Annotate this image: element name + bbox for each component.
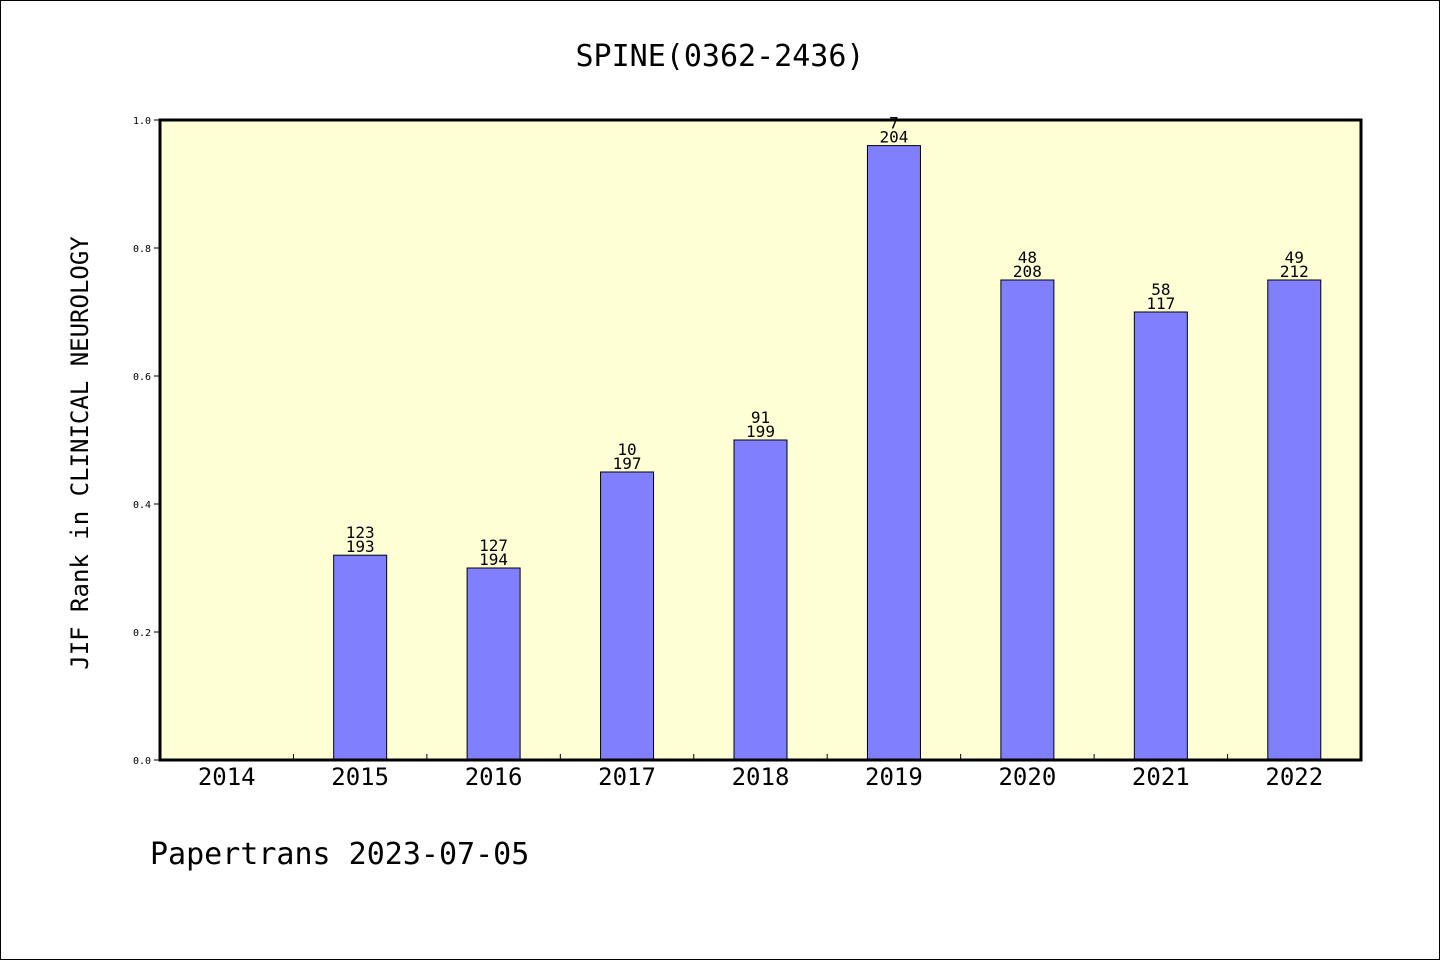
bar-label-total-2016: 194 xyxy=(479,550,508,569)
bar-label-total-2020: 208 xyxy=(1013,262,1042,281)
x-tick-label-2015: 2015 xyxy=(331,763,389,791)
bar-label-rank-2020: 48 xyxy=(1018,248,1037,267)
bar-label-rank-2018: 91 xyxy=(751,408,770,427)
bar-label-rank-2016: 127 xyxy=(479,536,508,555)
bar-label-total-2017: 197 xyxy=(613,454,642,473)
chart-title: SPINE(0362-2436) xyxy=(576,39,865,74)
bar-2015 xyxy=(333,554,388,761)
bar-label-rank-2019: 7 xyxy=(889,114,899,133)
y-tick-label: 0.0 xyxy=(133,756,151,767)
bars-group xyxy=(333,145,1322,761)
bar-label-rank-2017: 10 xyxy=(617,440,636,459)
y-tick-label: 0.4 xyxy=(133,500,151,511)
y-tick-label: 0.8 xyxy=(133,244,151,255)
bar-label-total-2015: 193 xyxy=(346,537,375,556)
y-tick-label: 0.6 xyxy=(133,372,151,383)
plot-border xyxy=(158,118,1363,762)
bar-2016 xyxy=(466,567,521,761)
bar-2018 xyxy=(733,439,788,761)
x-tick-label-2022: 2022 xyxy=(1265,763,1323,791)
bar-label-rank-2015: 123 xyxy=(346,523,375,542)
bar-label-total-2019: 204 xyxy=(879,128,908,147)
bar-label-rank-2021: 58 xyxy=(1151,280,1170,299)
x-tick-label-2018: 2018 xyxy=(732,763,790,791)
bar-2021 xyxy=(1133,311,1188,761)
bar-2017 xyxy=(600,471,655,761)
x-tick-label-2021: 2021 xyxy=(1132,763,1190,791)
x-tick-label-2019: 2019 xyxy=(865,763,923,791)
bar-label-total-2018: 199 xyxy=(746,422,775,441)
x-tick-label-2016: 2016 xyxy=(465,763,523,791)
y-tick-label: 1.0 xyxy=(133,116,151,127)
x-tick-label-2014: 2014 xyxy=(198,763,256,791)
bar-2022 xyxy=(1267,279,1322,761)
bar-label-rank-2022: 49 xyxy=(1285,248,1304,267)
bar-2020 xyxy=(1000,279,1055,761)
bar-label-total-2022: 212 xyxy=(1280,262,1309,281)
x-tick-label-2017: 2017 xyxy=(598,763,656,791)
bar-label-total-2021: 117 xyxy=(1146,294,1175,313)
footer-text: Papertrans 2023-07-05 xyxy=(150,837,529,872)
x-tick-label-2020: 2020 xyxy=(998,763,1056,791)
y-tick-label: 0.2 xyxy=(133,628,151,639)
y-axis-label: JIF Rank in CLINICAL NEUROLOGY xyxy=(66,236,94,670)
y-axis-ticks: 0.0 0.2 0.4 0.6 0.8 1.0 xyxy=(133,116,160,767)
bar-2019 xyxy=(866,145,921,761)
x-axis-ticks: 2014 2015 2016 2017 2018 2019 2020 2021 2022 xyxy=(198,754,1323,791)
